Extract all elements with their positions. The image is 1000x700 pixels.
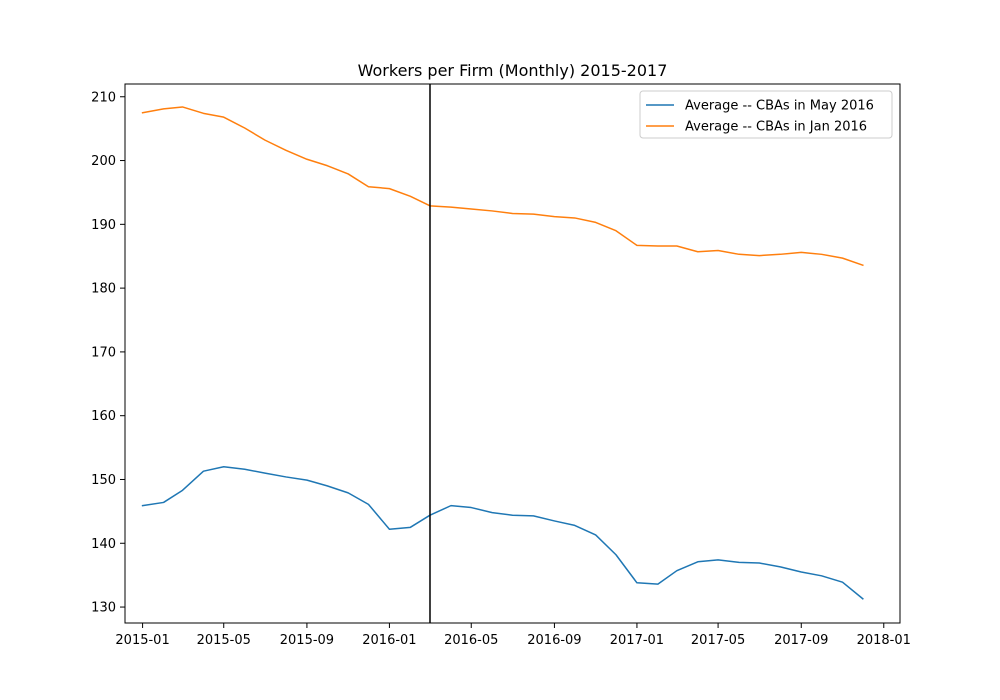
x-tick-label: 2016-09 <box>527 633 581 648</box>
y-tick-label: 190 <box>91 218 116 233</box>
x-tick-label: 2017-01 <box>610 633 664 648</box>
y-tick-label: 210 <box>91 90 116 105</box>
axes-frame <box>124 83 901 624</box>
x-tick-label: 2015-09 <box>280 633 334 648</box>
x-tick-label: 2017-09 <box>774 633 828 648</box>
x-tick-label: 2017-05 <box>691 633 745 648</box>
series-line-1 <box>141 465 864 600</box>
series-line-2 <box>141 106 864 267</box>
legend-label-1: Average -- CBAs in May 2016 <box>685 99 874 114</box>
y-tick-label: 180 <box>91 282 116 297</box>
y-tick-label: 200 <box>91 154 116 169</box>
y-tick-label: 150 <box>91 473 116 488</box>
y-tick-label: 140 <box>91 537 116 552</box>
chart-title: Workers per Firm (Monthly) 2015-2017 <box>358 61 668 80</box>
x-tick-label: 2016-05 <box>444 633 498 648</box>
x-tick-label: 2015-01 <box>115 633 169 648</box>
x-tick-label: 2015-05 <box>197 633 251 648</box>
x-tick-label: 2018-01 <box>857 633 911 648</box>
y-tick-label: 170 <box>91 345 116 360</box>
legend-label-2: Average -- CBAs in Jan 2016 <box>685 120 867 135</box>
plot-area: 2015-01 2015-05 2015-09 2016-01 2016-05 2016-… <box>91 83 911 648</box>
x-tick-label: 2016-01 <box>362 633 416 648</box>
legend-box <box>639 90 893 139</box>
y-tick-label: 160 <box>91 409 116 424</box>
y-tick-label: 130 <box>91 601 116 616</box>
